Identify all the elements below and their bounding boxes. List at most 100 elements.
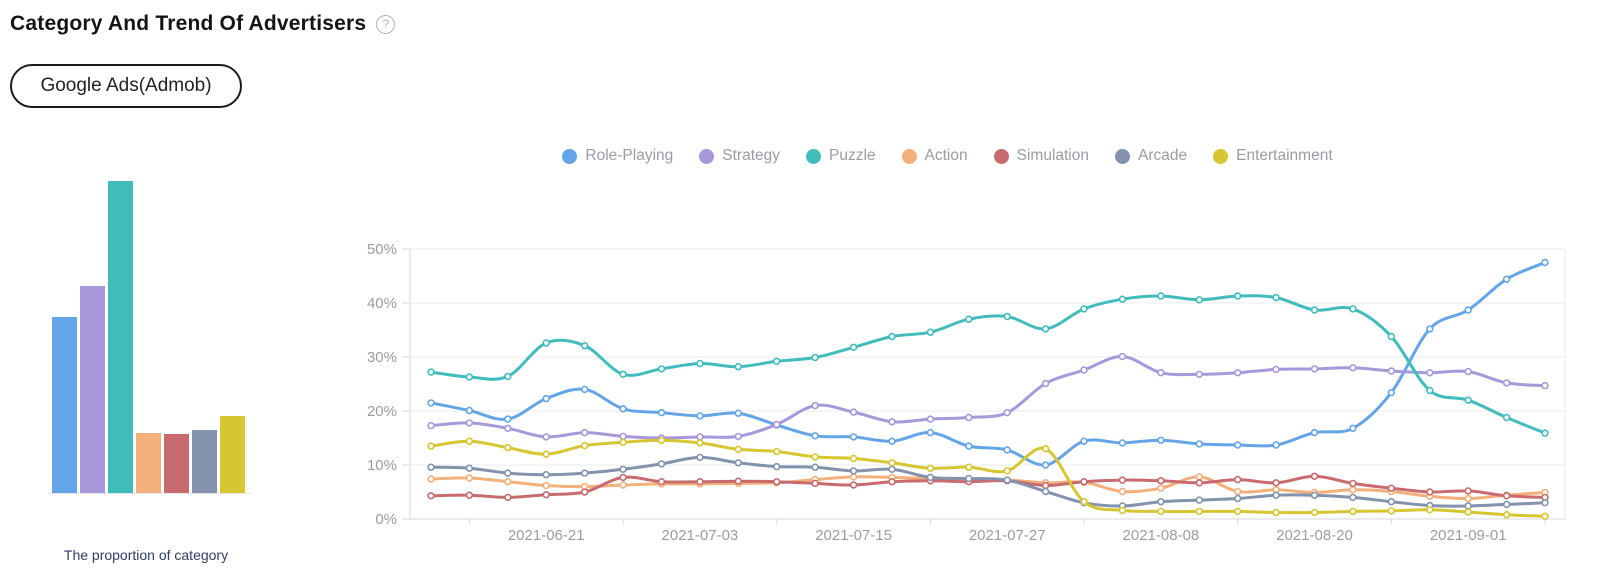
data-point-simulation[interactable]	[1195, 479, 1203, 487]
data-point-simulation[interactable]	[811, 479, 819, 488]
data-point-arcade[interactable]	[1003, 476, 1011, 484]
data-point-puzzle[interactable]	[1502, 413, 1511, 422]
data-point-puzzle[interactable]	[811, 353, 819, 362]
data-point-puzzle[interactable]	[1041, 325, 1050, 333]
data-point-entertainment[interactable]	[1041, 445, 1050, 453]
data-point-arcade[interactable]	[1195, 496, 1203, 504]
data-point-entertainment[interactable]	[1233, 507, 1242, 516]
data-point-strategy[interactable]	[465, 419, 474, 427]
data-point-puzzle[interactable]	[1195, 296, 1203, 304]
data-point-role-playing[interactable]	[1387, 388, 1396, 397]
data-point-entertainment[interactable]	[926, 464, 935, 472]
data-point-strategy[interactable]	[888, 418, 896, 426]
data-point-arcade[interactable]	[1272, 491, 1280, 499]
data-point-arcade[interactable]	[696, 453, 704, 462]
data-point-simulation[interactable]	[1349, 479, 1357, 488]
data-point-strategy[interactable]	[1080, 366, 1088, 374]
data-point-puzzle[interactable]	[1118, 295, 1127, 303]
data-point-entertainment[interactable]	[1502, 511, 1511, 519]
data-point-entertainment[interactable]	[1118, 506, 1127, 515]
data-point-arcade[interactable]	[888, 465, 896, 474]
data-point-action[interactable]	[1233, 487, 1242, 496]
data-point-simulation[interactable]	[1272, 479, 1280, 487]
data-point-arcade[interactable]	[1349, 493, 1357, 502]
data-point-puzzle[interactable]	[1003, 312, 1011, 321]
legend-item-strategy[interactable]: Strategy	[699, 147, 780, 165]
data-point-simulation[interactable]	[1233, 475, 1242, 484]
bar-puzzle[interactable]	[108, 181, 133, 494]
data-point-strategy[interactable]	[1233, 369, 1242, 377]
data-point-simulation[interactable]	[888, 478, 896, 486]
data-point-arcade[interactable]	[465, 464, 474, 472]
data-point-puzzle[interactable]	[734, 363, 742, 371]
data-point-puzzle[interactable]	[1080, 305, 1088, 313]
data-point-puzzle[interactable]	[1349, 305, 1357, 313]
legend-item-role-playing[interactable]: Role-Playing	[562, 147, 673, 165]
data-point-action[interactable]	[1349, 486, 1357, 494]
data-point-simulation[interactable]	[657, 478, 666, 486]
data-point-action[interactable]	[465, 474, 474, 482]
bar-action[interactable]	[136, 433, 161, 494]
data-point-role-playing[interactable]	[1349, 424, 1357, 433]
data-point-puzzle[interactable]	[657, 365, 666, 373]
data-point-action[interactable]	[619, 481, 627, 489]
data-point-entertainment[interactable]	[1195, 507, 1203, 516]
data-point-puzzle[interactable]	[965, 315, 973, 323]
data-point-puzzle[interactable]	[773, 357, 781, 366]
data-point-simulation[interactable]	[773, 478, 781, 486]
data-point-puzzle[interactable]	[849, 343, 858, 352]
data-point-arcade[interactable]	[773, 462, 781, 471]
data-point-action[interactable]	[849, 473, 858, 481]
data-point-entertainment[interactable]	[1080, 498, 1088, 506]
data-point-entertainment[interactable]	[734, 445, 742, 454]
data-point-arcade[interactable]	[926, 473, 935, 482]
data-point-entertainment[interactable]	[1387, 507, 1396, 515]
legend-item-puzzle[interactable]: Puzzle	[806, 147, 876, 165]
legend-item-arcade[interactable]: Arcade	[1115, 147, 1187, 165]
data-point-role-playing[interactable]	[1041, 461, 1050, 469]
data-point-puzzle[interactable]	[619, 370, 627, 379]
data-point-strategy[interactable]	[965, 413, 973, 422]
data-point-entertainment[interactable]	[465, 437, 474, 445]
data-point-entertainment[interactable]	[427, 442, 435, 450]
data-point-simulation[interactable]	[1041, 481, 1050, 490]
data-point-strategy[interactable]	[542, 433, 550, 441]
data-point-simulation[interactable]	[1387, 484, 1396, 492]
data-point-simulation[interactable]	[696, 478, 704, 486]
data-point-entertainment[interactable]	[1426, 506, 1434, 514]
data-point-simulation[interactable]	[1080, 478, 1088, 486]
data-point-role-playing[interactable]	[965, 442, 973, 450]
data-point-role-playing[interactable]	[427, 399, 435, 407]
data-point-simulation[interactable]	[1502, 492, 1511, 500]
data-point-role-playing[interactable]	[657, 408, 666, 417]
data-point-strategy[interactable]	[1195, 370, 1203, 379]
data-point-puzzle[interactable]	[926, 328, 935, 336]
data-point-simulation[interactable]	[1310, 472, 1319, 481]
data-point-strategy[interactable]	[1387, 367, 1396, 375]
data-point-role-playing[interactable]	[465, 406, 474, 415]
data-point-role-playing[interactable]	[1310, 428, 1319, 437]
data-point-entertainment[interactable]	[1272, 508, 1280, 517]
data-point-arcade[interactable]	[504, 469, 512, 477]
data-point-puzzle[interactable]	[465, 373, 474, 381]
legend-item-action[interactable]: Action	[901, 147, 968, 165]
data-point-entertainment[interactable]	[1003, 467, 1011, 475]
data-point-action[interactable]	[1157, 484, 1165, 492]
series-line-strategy[interactable]	[429, 354, 1547, 440]
data-point-arcade[interactable]	[1310, 491, 1319, 499]
data-point-entertainment[interactable]	[773, 447, 781, 456]
data-point-entertainment[interactable]	[581, 441, 589, 450]
data-point-puzzle[interactable]	[1426, 386, 1434, 395]
data-point-arcade[interactable]	[1464, 502, 1472, 510]
data-point-entertainment[interactable]	[619, 438, 627, 447]
data-point-strategy[interactable]	[1118, 352, 1127, 361]
data-point-arcade[interactable]	[1502, 500, 1511, 509]
data-point-action[interactable]	[542, 481, 550, 490]
data-point-entertainment[interactable]	[1349, 507, 1357, 516]
data-point-role-playing[interactable]	[1272, 441, 1280, 449]
data-point-role-playing[interactable]	[1502, 275, 1511, 283]
data-point-arcade[interactable]	[734, 459, 742, 467]
data-point-simulation[interactable]	[427, 492, 435, 500]
data-point-strategy[interactable]	[811, 401, 819, 410]
series-line-puzzle[interactable]	[429, 294, 1547, 435]
